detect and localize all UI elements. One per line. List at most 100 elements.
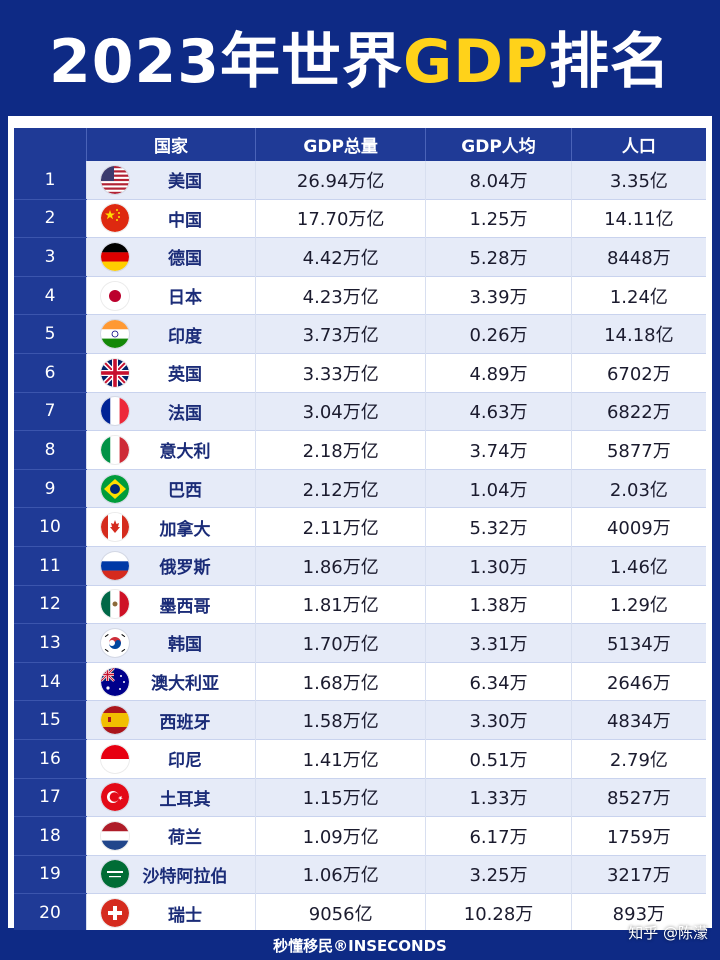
gdp-per-capita-cell: 1.38万 <box>425 585 572 624</box>
rank-cell: 6 <box>14 353 87 393</box>
rank-cell: 3 <box>14 237 87 277</box>
population-cell: 6702万 <box>606 363 671 385</box>
rank-cell: 20 <box>14 893 87 933</box>
country-name: 瑞士 <box>168 905 202 926</box>
country-cell: 墨西哥 <box>86 585 256 624</box>
table-row: 12 墨西哥 1.81万亿 1.38万 1.29亿 <box>14 585 706 625</box>
brazil-flag-icon <box>87 474 129 503</box>
rank-cell: 16 <box>14 739 87 779</box>
population-cell: 14.18亿 <box>604 325 674 347</box>
switzerland-flag-icon <box>87 899 129 928</box>
country-name: 加拿大 <box>159 519 211 540</box>
country-name: 印度 <box>168 326 202 347</box>
country-cell: 美国 <box>86 161 256 200</box>
gdp-total-cell: 2.18万亿 <box>255 430 427 470</box>
italy-flag-icon <box>87 435 129 464</box>
gdp-total-cell: 3.04万亿 <box>255 392 427 431</box>
mexico-flag-icon <box>87 590 129 619</box>
table-row: 14 澳大利亚 1.68万亿 6.34万 2646万 <box>14 662 706 702</box>
country-cell: 巴西 <box>86 469 256 508</box>
gdp-per-capita-cell: 1.04万 <box>425 469 572 508</box>
uk-flag-icon <box>87 358 129 387</box>
country-name: 法国 <box>168 403 202 424</box>
table-row: 17 土耳其 1.15万亿 1.33万 8527万 <box>14 778 706 818</box>
population-cell: 6822万 <box>606 402 671 424</box>
gdp-total-cell: 4.23万亿 <box>255 276 427 315</box>
population-cell: 893万 <box>612 904 666 926</box>
rank-cell: 9 <box>14 469 87 509</box>
country-cell: 中国 <box>86 199 256 238</box>
gdp-total-cell: 26.94万亿 <box>255 161 427 200</box>
us-flag-icon <box>87 165 129 194</box>
table-row: 3 德国 4.42万亿 5.28万 8448万 <box>14 237 706 277</box>
country-name: 沙特阿拉伯 <box>142 866 228 887</box>
gdp-per-capita-cell: 10.28万 <box>425 893 572 933</box>
gdp-per-capita-cell: 3.31万 <box>425 623 572 663</box>
population-cell: 8527万 <box>606 788 671 810</box>
rank-cell: 5 <box>14 314 87 354</box>
india-flag-icon <box>87 320 129 349</box>
gdp-per-capita-cell: 3.30万 <box>425 700 572 740</box>
footer-bar: 秒懂移民®INSECONDS <box>0 930 720 960</box>
rank-cell: 7 <box>14 392 87 432</box>
country-name: 西班牙 <box>159 712 211 733</box>
table-row: 7 法国 3.04万亿 4.63万 6822万 <box>14 392 706 432</box>
header-population: 人口 <box>571 128 706 161</box>
rank-cell: 10 <box>14 507 87 547</box>
country-cell: 沙特阿拉伯 <box>86 855 256 894</box>
gdp-total-cell: 2.11万亿 <box>255 507 427 547</box>
population-cell: 5134万 <box>606 633 671 655</box>
rank-cell: 4 <box>14 276 87 316</box>
country-name: 美国 <box>168 172 202 193</box>
gdp-total-cell: 1.70万亿 <box>255 623 427 663</box>
population-cell: 4009万 <box>606 518 671 540</box>
country-name: 德国 <box>168 249 202 270</box>
gdp-total-cell: 17.70万亿 <box>255 199 427 238</box>
gdp-per-capita-cell: 5.32万 <box>425 507 572 547</box>
header-rank <box>14 128 87 161</box>
header-country: 国家 <box>86 128 256 161</box>
country-cell: 德国 <box>86 237 256 277</box>
table-row: 19 沙特阿拉伯 1.06万亿 3.25万 3217万 <box>14 855 706 895</box>
country-cell: 印度 <box>86 314 256 354</box>
table-row: 4 日本 4.23万亿 3.39万 1.24亿 <box>14 276 706 316</box>
gdp-per-capita-cell: 5.28万 <box>425 237 572 277</box>
table-row: 1 美国 26.94万亿 8.04万 3.35亿 <box>14 161 706 200</box>
rank-cell: 18 <box>14 816 87 856</box>
population-cell: 1.24亿 <box>609 286 668 308</box>
gdp-total-cell: 1.09万亿 <box>255 816 427 856</box>
rank-cell: 13 <box>14 623 87 663</box>
gdp-per-capita-cell: 0.26万 <box>425 314 572 354</box>
credit-watermark: 知乎 @陈濛 <box>628 924 708 942</box>
gdp-per-capita-cell: 4.63万 <box>425 392 572 431</box>
population-cell: 2.79亿 <box>609 749 668 771</box>
population-cell: 2.03亿 <box>609 479 668 501</box>
gdp-total-cell: 3.73万亿 <box>255 314 427 354</box>
country-name: 印尼 <box>168 751 202 772</box>
country-cell: 法国 <box>86 392 256 431</box>
table-panel: INSECONDS 秒懂移民 国家 GDP总量 GDP人均 人口 1 美国 26.9… <box>8 116 712 934</box>
indonesia-flag-icon <box>87 744 129 773</box>
rank-cell: 19 <box>14 855 87 895</box>
saudi-flag-icon <box>87 860 129 889</box>
title-banner: 2023年世界GDP排名 <box>0 0 720 113</box>
gdp-total-cell: 1.06万亿 <box>255 855 427 894</box>
table-row: 6 英国 3.33万亿 4.89万 6702万 <box>14 353 706 393</box>
country-cell: 加拿大 <box>86 507 256 547</box>
rank-cell: 8 <box>14 430 87 470</box>
gdp-total-cell: 9056亿 <box>255 893 427 933</box>
gdp-per-capita-cell: 0.51万 <box>425 739 572 778</box>
table-header-row: 国家 GDP总量 GDP人均 人口 <box>14 128 706 161</box>
spain-flag-icon <box>87 706 129 735</box>
country-cell: 澳大利亚 <box>86 662 256 701</box>
gdp-per-capita-cell: 4.89万 <box>425 353 572 393</box>
gdp-ranking-table: 国家 GDP总量 GDP人均 人口 1 美国 26.94万亿 8.04万 3.35亿 2 中… <box>14 128 706 933</box>
country-cell: 荷兰 <box>86 816 256 856</box>
country-name: 土耳其 <box>159 789 211 810</box>
country-name: 韩国 <box>168 635 202 656</box>
gdp-total-cell: 1.15万亿 <box>255 778 427 817</box>
country-cell: 俄罗斯 <box>86 546 256 586</box>
country-name: 日本 <box>168 288 202 309</box>
population-cell: 1.46亿 <box>609 556 668 578</box>
gdp-per-capita-cell: 6.34万 <box>425 662 572 701</box>
